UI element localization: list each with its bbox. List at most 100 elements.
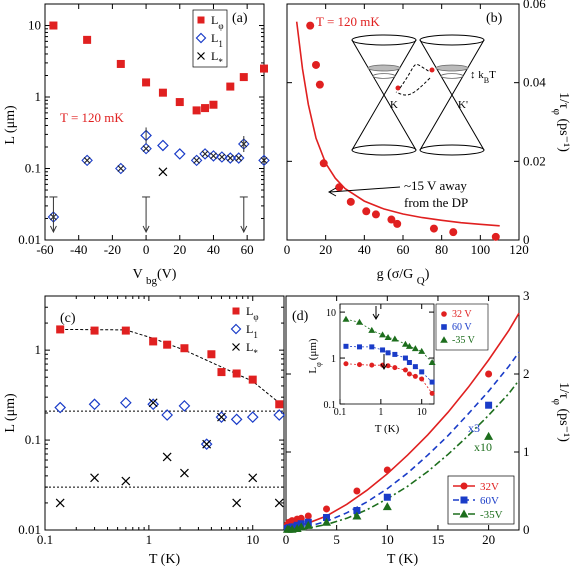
panel-d-frame bbox=[285, 295, 520, 531]
panel-b-inset-cone bbox=[419, 39, 485, 151]
panel-c-point-Lphi bbox=[232, 369, 241, 378]
panel-d-inset-point-60 V bbox=[419, 369, 425, 375]
panel-a-point-Lphi bbox=[192, 106, 201, 115]
panel-c-legend-L1-marker bbox=[230, 323, 242, 335]
panel-d-point-32V bbox=[304, 512, 312, 520]
panel-c-legend-Lstar-subscript: * bbox=[253, 348, 258, 358]
panel-d-inset-point-60 V bbox=[369, 344, 375, 350]
panel-d-inset-point-60 V bbox=[412, 364, 418, 370]
panel-a-down-arrow bbox=[49, 225, 57, 234]
panel-a-down-arrow bbox=[240, 225, 248, 234]
panel-c-point-Lstar bbox=[55, 498, 65, 508]
panel-b-inset-kbt-part: B bbox=[484, 76, 489, 85]
panel-d-inset-ylabel-part: L bbox=[307, 367, 319, 374]
panel-a-x-tick-label: -20 bbox=[104, 242, 121, 257]
panel-c-point-L1 bbox=[119, 396, 132, 409]
panel-b-y-tick-label: 0.04 bbox=[523, 75, 546, 90]
panel-c-point-Lphi bbox=[163, 340, 172, 349]
panel-c-x-tick-label: 0.1 bbox=[37, 532, 53, 547]
panel-b-pointer-head bbox=[327, 187, 337, 197]
panel-c-point-Lphi bbox=[207, 350, 216, 359]
panel-a-y-tick-label: 0.1 bbox=[25, 161, 41, 176]
panel-a-x-tick-label: 40 bbox=[207, 242, 220, 257]
panel-a-point-L1-overlap-cross bbox=[83, 156, 91, 164]
panel-d-inset-point-32 V bbox=[402, 367, 408, 373]
panel-b-ylabel-sub: φ bbox=[551, 109, 563, 115]
panel-d-inset-ylabel-part: φ bbox=[314, 360, 323, 367]
panel-b-inset-kbt-part: T bbox=[489, 69, 496, 81]
panel-d-y-tick-label: 1 bbox=[523, 444, 530, 459]
panel-a-point-Lphi bbox=[83, 35, 92, 44]
panel-b-inset-scatter-arrow bbox=[395, 77, 431, 96]
panel-d-point--35V bbox=[296, 522, 306, 531]
panel-b-pointer-arrow bbox=[329, 186, 401, 193]
panel-b-point bbox=[449, 228, 458, 237]
panel-c-legend-Lphi-subscript: φ bbox=[253, 312, 258, 322]
panel-a-down-arrow bbox=[142, 225, 150, 234]
panel-d-inset-arrow bbox=[380, 354, 388, 370]
panel-d-inset-point-32 V bbox=[412, 373, 418, 379]
panel-a-xlabel: V bg(V) bbox=[133, 267, 177, 287]
panel-a-legend-Lstar-text: L bbox=[211, 49, 218, 63]
panel-d-inset-point-60 V bbox=[356, 344, 362, 350]
panel-a-point-L1-overlap-cross bbox=[260, 156, 268, 164]
panel-d-inset-ylabel: Lφ (μm) bbox=[307, 338, 323, 373]
panel-c-point-L1 bbox=[230, 413, 243, 426]
panel-a-point-L1-overlap bbox=[190, 154, 203, 167]
panel-b-point bbox=[335, 183, 344, 192]
panel-c-point-Lphi bbox=[180, 344, 189, 353]
panel-c-point-L1 bbox=[215, 411, 228, 423]
panel-b-inset-fermi-level bbox=[440, 73, 464, 79]
panel-b-point bbox=[319, 159, 328, 168]
panel-c-point-Lstar bbox=[217, 412, 226, 422]
panel-c-xlabel: T (K) bbox=[149, 552, 181, 567]
panel-c-point-L1 bbox=[88, 398, 101, 411]
panel-c-point-L1 bbox=[178, 400, 191, 412]
panel-d-inset-point--35 V bbox=[401, 340, 409, 347]
panel-d-inset-point-60 V bbox=[343, 343, 349, 349]
panel-d-inset-x-tick-label: 10 bbox=[417, 407, 427, 418]
panel-a-ylabel: L (μm) bbox=[3, 105, 18, 145]
panel-a-point-L1-overlap bbox=[207, 150, 220, 162]
panel-c-x-tick-label: 1 bbox=[146, 532, 153, 547]
panel-b-inset-label: K bbox=[390, 99, 398, 111]
panel-d-inset-point-32 V bbox=[369, 362, 375, 368]
panel-b-inset-cone bbox=[351, 39, 417, 151]
panel-d-inset-point-32 V bbox=[406, 371, 412, 377]
panel-b-inset-kbt-part: ↕ k bbox=[470, 69, 484, 81]
panel-d-inset-point--35 V bbox=[411, 345, 419, 352]
panel-b-inset-fermi-level bbox=[372, 73, 396, 79]
panel-b-xlabel-sub: Q bbox=[417, 275, 425, 287]
panel-d-inset-point-60 V bbox=[392, 351, 398, 357]
panel-a-point-L1-overlap bbox=[115, 162, 127, 175]
panel-a-point-Lphi bbox=[175, 98, 184, 107]
panel-b-arrow-note-1: ~15 V away bbox=[404, 178, 467, 193]
panel-a-point-Lphi bbox=[158, 88, 167, 97]
panel-d-inset-legend-marker bbox=[440, 336, 448, 343]
panel-d-inset-point-60 V bbox=[402, 355, 408, 361]
panel-c-point-L1 bbox=[273, 409, 286, 421]
panel-d-inset-legend-marker bbox=[441, 311, 447, 317]
panel-b-point bbox=[346, 197, 355, 206]
panel-d-inset-point-60 V bbox=[380, 347, 386, 353]
panel-a-y-tick-label: 10 bbox=[28, 18, 41, 33]
panel-c-label: (c) bbox=[60, 311, 76, 326]
panel-b-xlabel: g (σ/G Q) bbox=[377, 267, 430, 287]
panel-a-point-L1 bbox=[173, 148, 186, 160]
panel-a-y-tick-label: 0.01 bbox=[18, 232, 41, 247]
panel-b-inset-kbt: ↕ kBT bbox=[470, 69, 496, 85]
panel-c-point-Lphi bbox=[248, 375, 257, 384]
panel-d-inset-xlabel: T (K) bbox=[375, 423, 400, 435]
panel-a-point-Lphi bbox=[209, 100, 218, 109]
panel-a-point-Lstar bbox=[158, 167, 168, 177]
panel-b-y-tick-label: 0.02 bbox=[523, 153, 546, 168]
panel-a-point-Lphi bbox=[201, 104, 210, 113]
panel-a-legend-Lstar-subscript: * bbox=[218, 57, 223, 67]
panel-d-inset-point--35 V bbox=[428, 358, 436, 365]
panel-b-xlabel-part: g (σ/G bbox=[377, 267, 417, 282]
panel-a-x-tick-label: -60 bbox=[36, 242, 53, 257]
panel-d-inset-point--35 V bbox=[418, 347, 426, 354]
panel-d-inset-point-32 V bbox=[429, 390, 435, 396]
panel-c-y-tick-label: 0.01 bbox=[18, 522, 41, 537]
panel-a-xlabel-part: V bbox=[133, 267, 146, 282]
